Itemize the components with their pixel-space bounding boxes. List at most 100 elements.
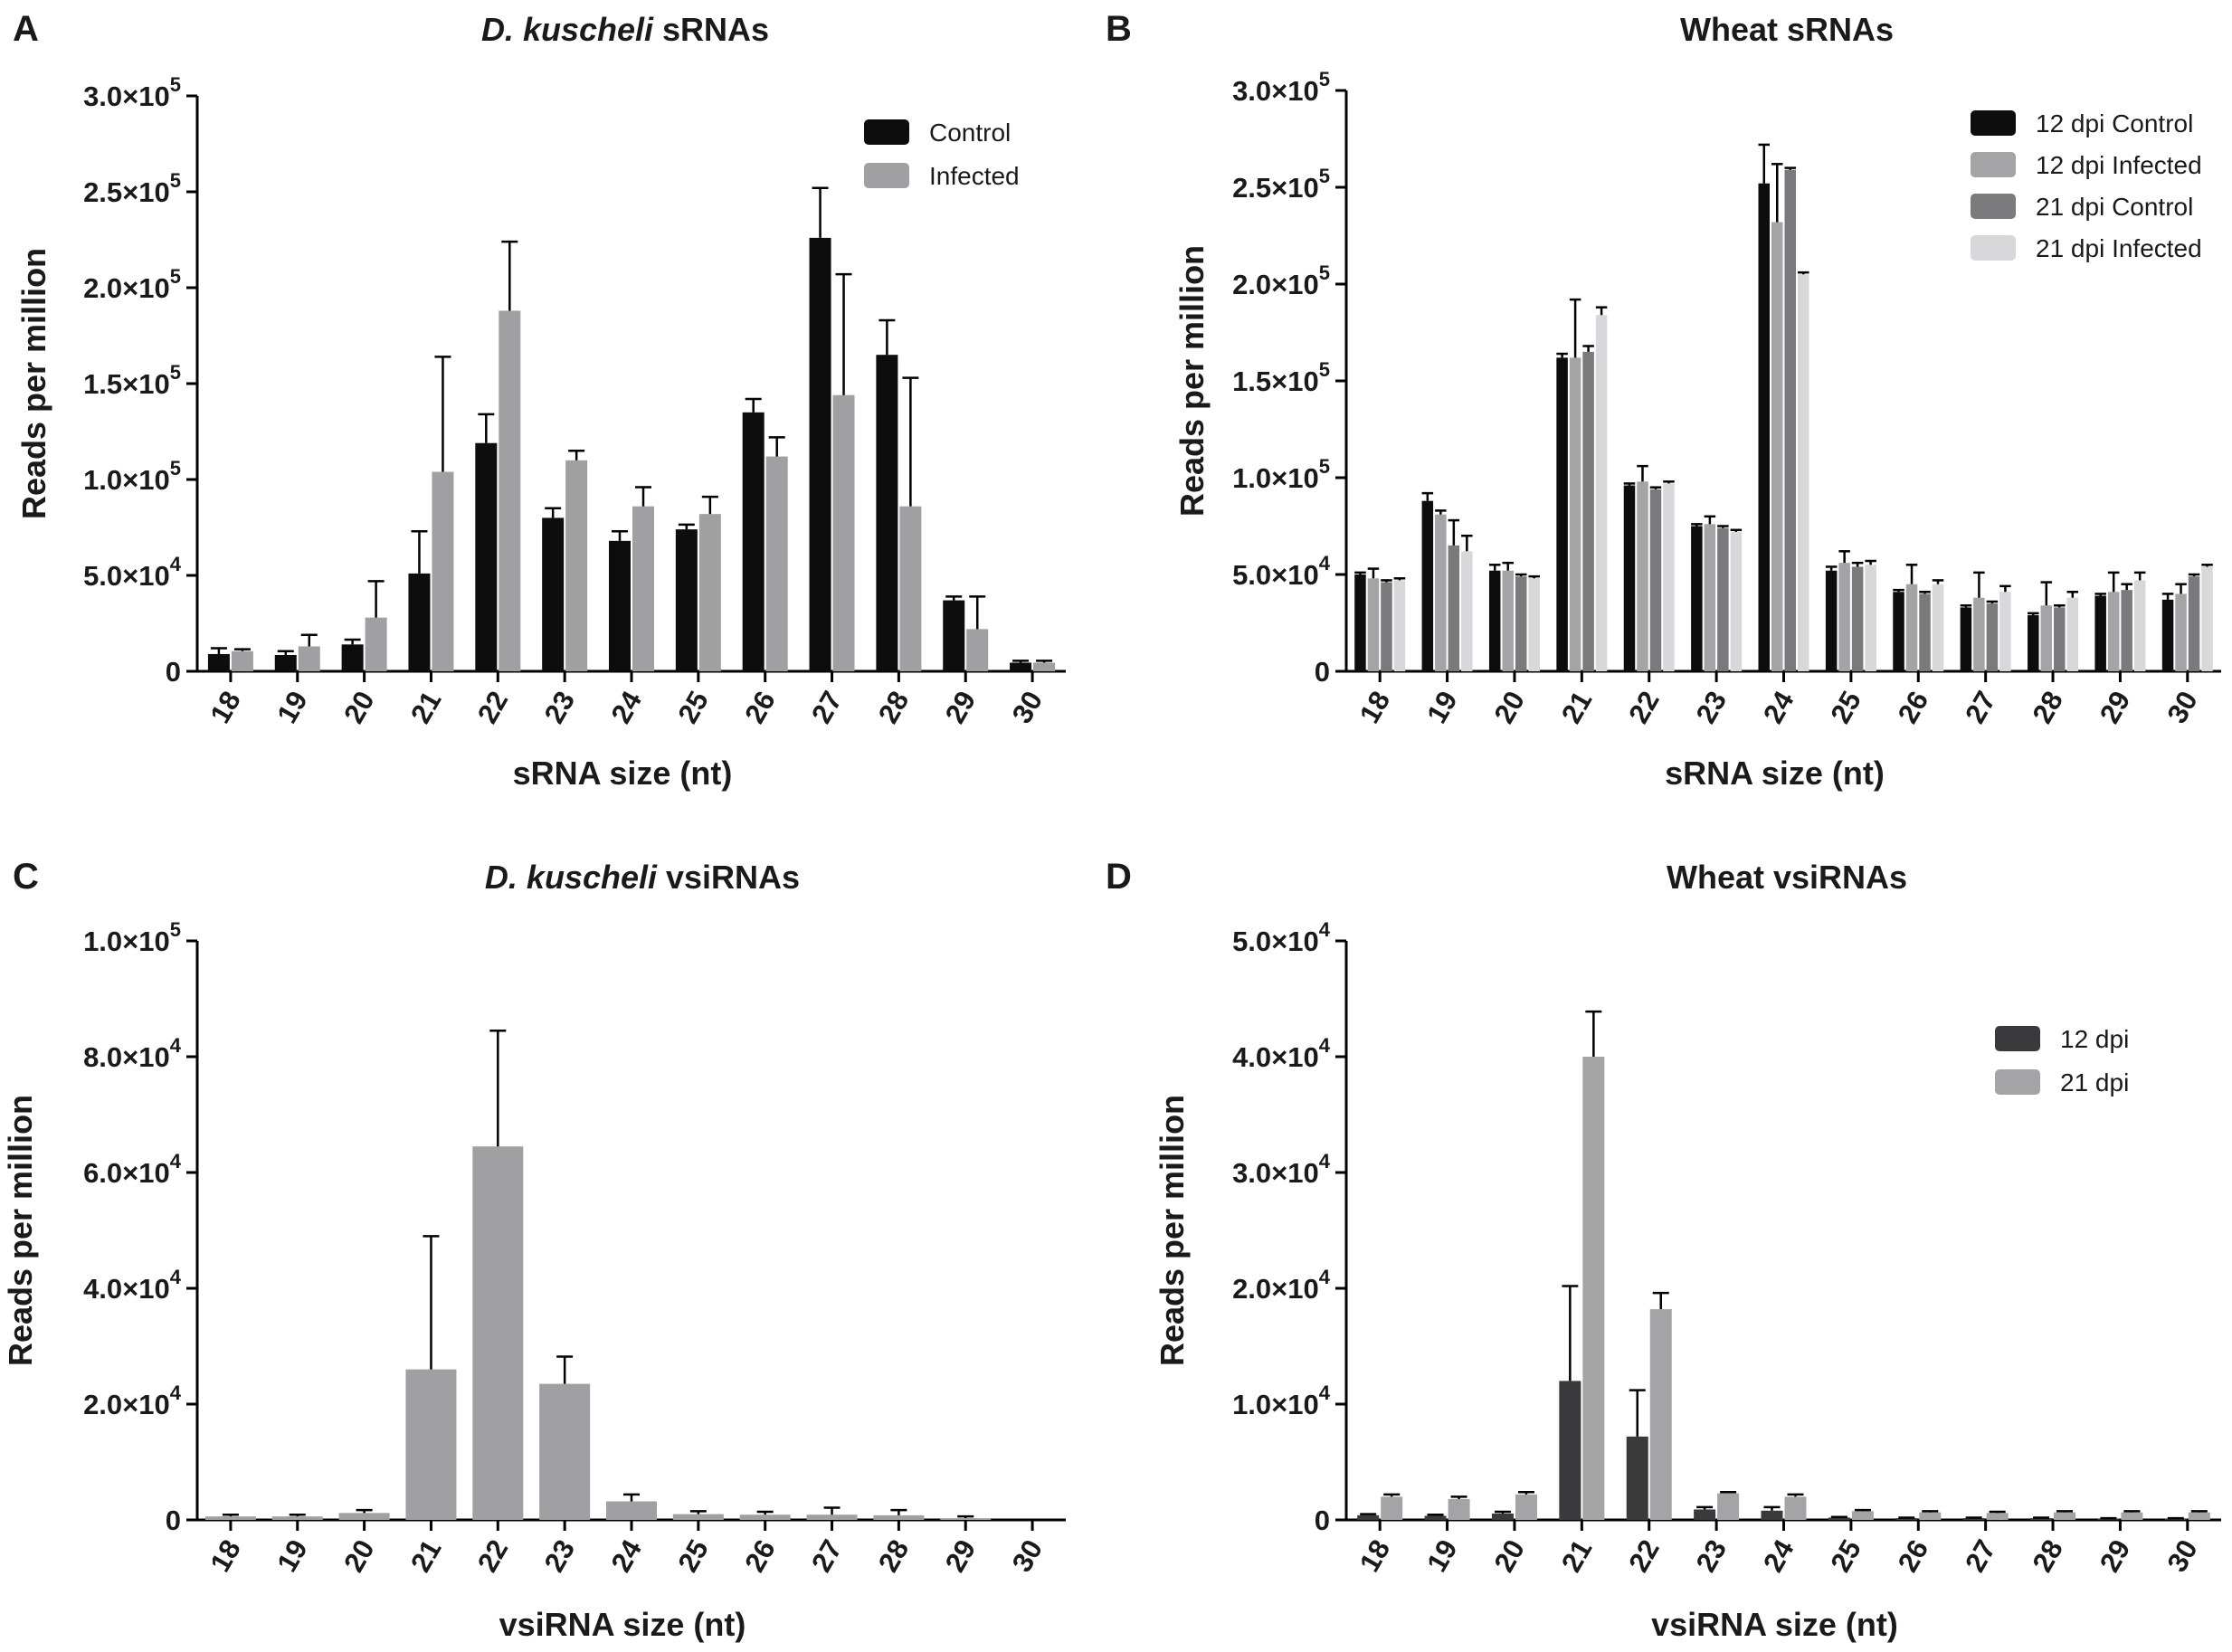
title-italic: D. kuscheli	[481, 11, 654, 48]
bar	[876, 355, 898, 671]
x-tick-label: 25	[1824, 1534, 1867, 1577]
bar	[2188, 1512, 2210, 1520]
y-tick-label: 4.0×104	[83, 1266, 182, 1305]
legend-label: 21 dpi	[2060, 1068, 2129, 1097]
bar	[832, 394, 855, 671]
x-tick-label: 28	[872, 686, 916, 728]
bar	[1033, 662, 1056, 671]
bar	[1626, 1436, 1648, 1520]
bar	[1381, 582, 1392, 671]
bar	[2040, 605, 2053, 671]
x-tick-label: 23	[538, 686, 582, 728]
x-tick-label: 24	[605, 685, 649, 728]
bar	[1595, 315, 1608, 671]
bar	[1448, 545, 1460, 671]
bar	[475, 442, 498, 671]
y-tick-label: 2.0×105	[83, 265, 181, 304]
bar	[1851, 566, 1864, 671]
legend-label: 21 dpi Control	[2036, 193, 2193, 221]
y-tick-mantissa: 1.5×10	[1232, 366, 1319, 397]
bar	[1582, 1057, 1605, 1520]
y-tick-label: 8.0×104	[83, 1034, 182, 1073]
x-tick-label: 19	[1420, 686, 1464, 728]
bar	[1895, 1518, 1918, 1520]
y-tick-mantissa: 0	[1315, 656, 1330, 688]
legend-swatch	[1971, 110, 2016, 136]
legend-swatch	[1971, 235, 2016, 261]
bar	[1491, 1513, 1514, 1520]
x-tick-label: 19	[271, 686, 314, 728]
legend-label: 12 dpi	[2060, 1025, 2129, 1053]
bar	[609, 540, 631, 671]
bar	[739, 1514, 791, 1520]
bar	[1717, 527, 1729, 671]
y-tick-mantissa: 4.0×10	[1232, 1041, 1319, 1073]
y-tick-label: 1.0×104	[1232, 1381, 1331, 1420]
x-tick-label: 23	[1690, 686, 1733, 728]
x-tick-label: 29	[939, 686, 983, 728]
legend-label: Infected	[929, 162, 1020, 190]
bar	[2107, 592, 2120, 671]
y-tick-mantissa: 1.5×10	[83, 368, 170, 400]
x-tick-label: 20	[337, 686, 381, 728]
bar	[405, 1369, 457, 1520]
bar	[1421, 500, 1434, 671]
y-tick-mantissa: 2.0×10	[1232, 269, 1319, 300]
x-axis-label: sRNA size (nt)	[513, 755, 733, 792]
y-tick-mantissa: 6.0×10	[83, 1157, 170, 1189]
x-tick-label: 26	[738, 686, 782, 728]
x-tick-label: 30	[1006, 1534, 1050, 1577]
bar	[809, 237, 831, 671]
y-tick-mantissa: 3.0×10	[83, 81, 170, 112]
bar	[432, 471, 454, 671]
x-tick-label: 30	[1006, 686, 1050, 728]
bar	[565, 460, 588, 671]
y-tick-mantissa: 3.0×10	[1232, 75, 1319, 107]
y-tick-label: 3.0×105	[1232, 68, 1330, 107]
y-tick-mantissa: 1.0×10	[83, 926, 170, 957]
y-tick-mantissa: 5.0×10	[1232, 559, 1319, 591]
bar	[408, 573, 431, 671]
y-tick-exponent: 5	[1319, 261, 1330, 284]
title-text: vsiRNAs	[657, 859, 800, 896]
legend-label: 12 dpi Control	[2036, 109, 2193, 138]
bar	[2066, 597, 2079, 671]
bar	[2054, 1512, 2076, 1520]
bar	[899, 506, 922, 671]
y-tick-label: 2.5×105	[83, 169, 181, 208]
bar	[499, 310, 521, 671]
bar	[698, 514, 721, 671]
bar	[1973, 597, 1985, 671]
y-tick-label: 2.0×104	[1232, 1266, 1331, 1305]
bar	[2121, 590, 2132, 671]
bar	[1962, 1518, 1985, 1520]
y-tick-label: 1.0×105	[83, 918, 181, 957]
x-tick-label: 26	[1892, 686, 1935, 728]
legend-swatch	[1971, 194, 2016, 219]
bar	[2164, 1518, 2187, 1520]
x-tick-label: 20	[337, 1534, 381, 1577]
x-tick-label: 24	[1757, 1533, 1800, 1577]
bar	[940, 1518, 992, 1520]
y-tick-label: 2.0×105	[1232, 261, 1330, 300]
bar	[1582, 351, 1594, 671]
panel-letter: D	[1106, 857, 1132, 897]
y-tick-label: 2.5×105	[1232, 165, 1330, 204]
x-tick-label: 25	[1824, 686, 1867, 728]
y-tick-label: 1.0×105	[1232, 455, 1330, 494]
bar	[742, 412, 765, 671]
y-tick-mantissa: 2.0×10	[83, 272, 170, 304]
bar	[1771, 222, 1783, 671]
bar	[2188, 576, 2200, 671]
bar	[1357, 1514, 1380, 1520]
title-text: Wheat vsiRNAs	[1667, 859, 1907, 896]
y-tick-mantissa: 4.0×10	[83, 1273, 170, 1305]
x-tick-label: 27	[805, 1534, 849, 1577]
bar	[1838, 563, 1850, 671]
y-tick-mantissa: 1.0×10	[1232, 462, 1319, 494]
y-tick-mantissa: 2.0×10	[83, 1389, 170, 1420]
title-text: sRNAs	[653, 11, 769, 48]
bar	[2175, 593, 2187, 671]
title-italic: D. kuscheli	[485, 859, 658, 896]
